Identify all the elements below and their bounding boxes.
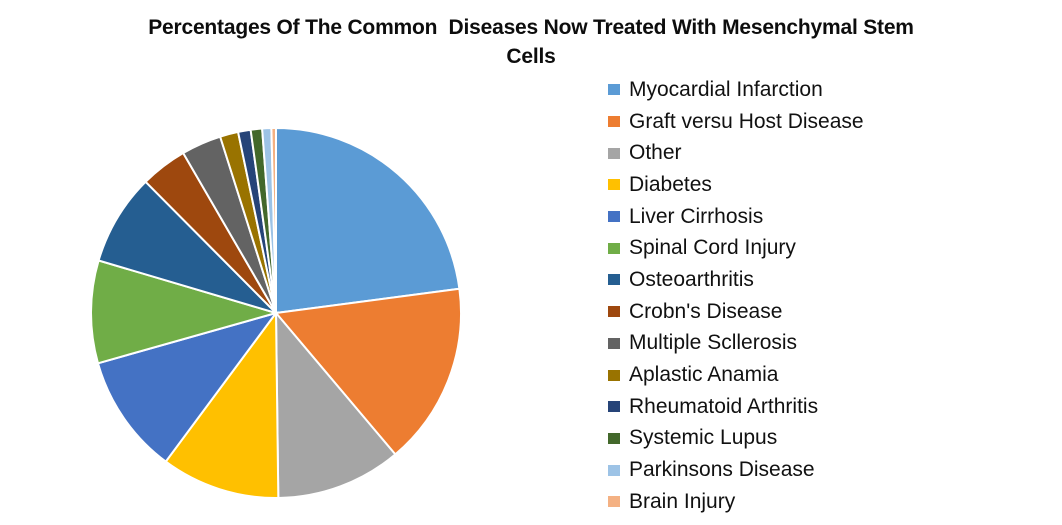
pie-slice-other (274, 310, 397, 500)
legend-swatch (608, 369, 620, 381)
pie-slice-liver-cirrhosis (96, 311, 279, 463)
legend-label: Liver Cirrhosis (629, 204, 764, 228)
legend-label: Multiple Scllerosis (629, 331, 798, 355)
legend-swatch (608, 306, 620, 318)
legend-swatch (608, 496, 620, 508)
pie-slice-brain-injury (270, 126, 277, 314)
legend-label: Other (629, 141, 682, 165)
legend-label: Aplastic Anamia (629, 363, 779, 387)
legend-item-parkinsons-disease: Parkinsons Disease (608, 454, 864, 486)
legend-swatch (608, 116, 620, 128)
legend-item-spinal-cord-injury: Spinal Cord Injury (608, 232, 864, 264)
legend-label: Diabetes (629, 172, 712, 196)
legend-label: Rheumatoid Arthritis (629, 394, 819, 418)
pie-slice-spinal-cord-injury (90, 259, 280, 365)
legend-swatch (608, 84, 620, 96)
pie-slice-myocardial-infarction (275, 126, 461, 315)
legend-label: Brain Injury (629, 489, 736, 513)
legend-item-liver-cirrhosis: Liver Cirrhosis (608, 201, 864, 233)
legend-swatch (608, 337, 620, 349)
chart-title: Percentages Of The Common Diseases Now T… (148, 16, 914, 68)
legend-item-multiple-scllerosis: Multiple Scllerosis (608, 328, 864, 360)
legend-item-graft-versu-host-disease: Graft versu Host Disease (608, 106, 864, 138)
legend-item-diabetes: Diabetes (608, 169, 864, 201)
legend-item-osteoarthritis: Osteoarthritis (608, 264, 864, 296)
legend-item-aplastic-anamia: Aplastic Anamia (608, 359, 864, 391)
legend-swatch (608, 179, 620, 191)
legend-item-rheumatoid-arthritis: Rheumatoid Arthritis (608, 391, 864, 423)
legend-swatch (608, 211, 620, 223)
legend-item-crobn-s-disease: Crobn's Disease (608, 296, 864, 328)
legend-label: Systemic Lupus (629, 426, 778, 450)
legend-swatch (608, 401, 620, 413)
pie-chart (90, 126, 462, 500)
legend-item-myocardial-infarction: Myocardial Infarction (608, 74, 864, 106)
legend-swatch (608, 464, 620, 476)
legend-item-systemic-lupus: Systemic Lupus (608, 423, 864, 455)
legend-swatch (608, 147, 620, 159)
legend-label: Osteoarthritis (629, 267, 754, 291)
legend-label: Parkinsons Disease (629, 458, 815, 482)
legend-item-other: Other (608, 137, 864, 169)
legend-label: Graft versu Host Disease (629, 109, 864, 133)
legend: Myocardial Infarction Graft versu Host D… (608, 74, 864, 518)
legend-swatch (608, 432, 620, 444)
legend-label: Crobn's Disease (629, 299, 783, 323)
pie-slice-diabetes (164, 310, 280, 499)
legend-swatch (608, 274, 620, 286)
legend-label: Myocardial Infarction (629, 77, 823, 101)
legend-label: Spinal Cord Injury (629, 236, 796, 260)
legend-item-brain-injury: Brain Injury (608, 486, 864, 518)
pie-slice-osteoarthritis (97, 180, 277, 314)
pie-slice-graft-versu-host-disease (274, 287, 462, 456)
legend-swatch (608, 242, 620, 254)
